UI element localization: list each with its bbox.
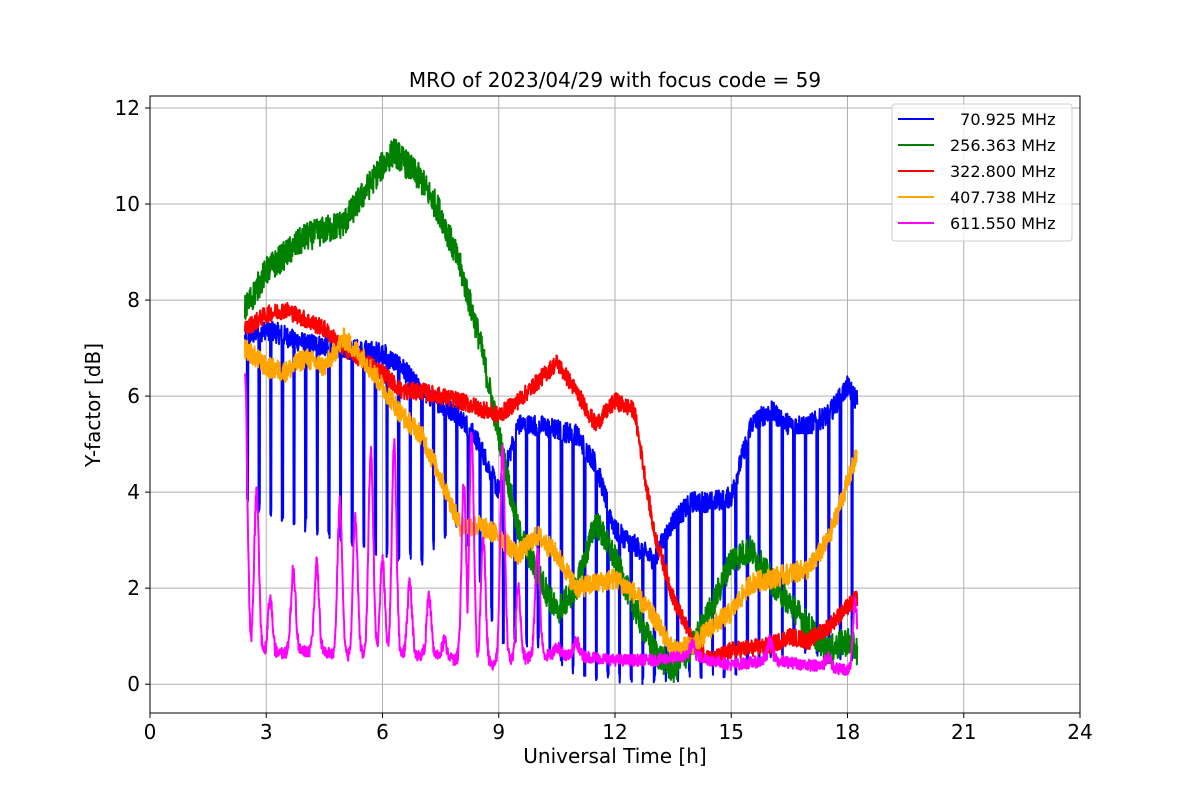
x-tick-label: 6	[376, 720, 389, 744]
legend-label: 611.550 MHz	[950, 214, 1055, 233]
plot-area	[243, 138, 859, 685]
series-line	[243, 301, 859, 667]
legend-label: 407.738 MHz	[950, 188, 1055, 207]
x-tick-label: 24	[1067, 720, 1092, 744]
x-axis-label: Universal Time [h]	[523, 744, 706, 768]
x-tick-label: 15	[719, 720, 744, 744]
y-axis-label: Y-factor [dB]	[81, 343, 105, 468]
x-tick-label: 12	[602, 720, 627, 744]
x-tick-label: 18	[835, 720, 860, 744]
y-tick-label: 2	[127, 576, 140, 600]
x-tick-label: 9	[492, 720, 505, 744]
series-line	[243, 373, 859, 676]
legend: 70.925 MHz 256.363 MHz 322.800 MHz 407.738 …	[891, 103, 1073, 242]
series-line	[243, 138, 859, 684]
series-line	[243, 327, 858, 662]
series-layer	[243, 138, 859, 685]
chart-title: MRO of 2023/04/29 with focus code = 59	[409, 68, 821, 92]
y-tick-label: 0	[127, 672, 140, 696]
y-tick-label: 8	[127, 288, 140, 312]
y-tick-label: 12	[115, 96, 140, 120]
legend-label: 256.363 MHz	[950, 136, 1055, 155]
x-tick-label: 21	[951, 720, 976, 744]
legend-label: 70.925 MHz	[950, 110, 1055, 129]
y-tick-label: 6	[127, 384, 140, 408]
x-tick-label: 0	[144, 720, 157, 744]
legend-box	[891, 103, 1073, 242]
x-tick-label: 3	[260, 720, 273, 744]
y-tick-label: 10	[115, 192, 140, 216]
legend-label: 322.800 MHz	[950, 162, 1055, 181]
y-tick-label: 4	[127, 480, 140, 504]
